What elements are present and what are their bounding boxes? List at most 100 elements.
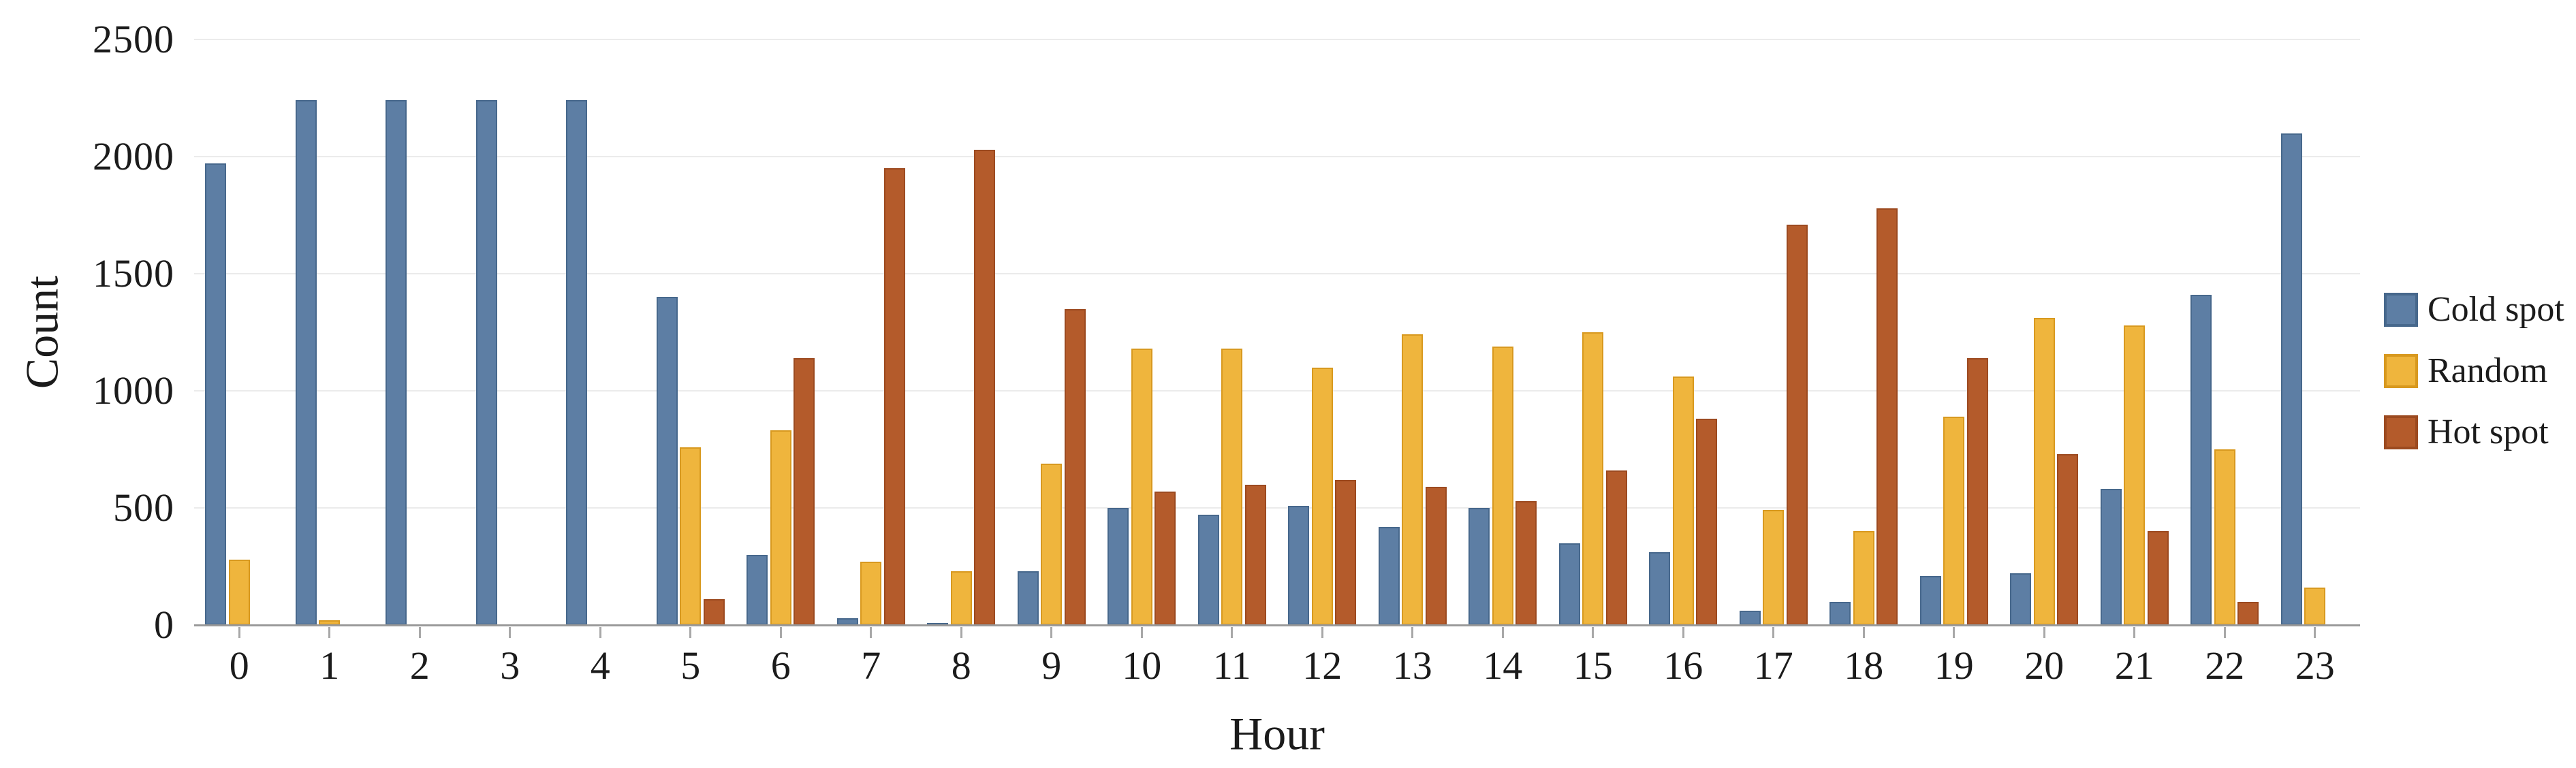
bar-cold-spot-hour-11 — [1197, 515, 1219, 625]
bar-hot-spot-hour-16 — [1696, 419, 1718, 625]
bar-cold-spot-hour-21 — [2100, 489, 2122, 625]
bar-cold-spot-hour-23 — [2280, 133, 2302, 625]
x-tick-3 — [509, 627, 512, 638]
bar-cold-spot-hour-4 — [566, 100, 588, 625]
x-tick-label-0: 0 — [229, 643, 249, 688]
bar-cold-spot-hour-3 — [475, 100, 497, 625]
bar-random-hour-6 — [770, 430, 791, 625]
x-tick-label-12: 12 — [1302, 643, 1342, 688]
x-tick-label-14: 14 — [1483, 643, 1523, 688]
legend-swatch-hot-spot — [2384, 415, 2418, 449]
legend-item-hot-spot: Hot spot — [2384, 413, 2549, 451]
x-tick-label-10: 10 — [1122, 643, 1162, 688]
x-tick-2 — [418, 627, 421, 638]
bar-cold-spot-hour-5 — [656, 297, 678, 625]
x-axis-title: Hour — [1229, 707, 1325, 760]
x-tick-label-23: 23 — [2295, 643, 2335, 688]
bar-hot-spot-hour-6 — [794, 357, 815, 625]
y-tick-label-2500: 2500 — [93, 17, 174, 61]
bar-random-hour-7 — [860, 562, 882, 625]
y-tick-label-2000: 2000 — [93, 134, 174, 178]
bar-random-hour-9 — [1041, 463, 1063, 625]
bar-cold-spot-hour-12 — [1288, 505, 1310, 625]
bar-hot-spot-hour-18 — [1876, 208, 1898, 625]
bar-hot-spot-hour-5 — [703, 599, 725, 625]
bar-cold-spot-hour-16 — [1649, 552, 1671, 625]
bar-random-hour-17 — [1763, 510, 1785, 625]
bar-hot-spot-hour-21 — [2147, 531, 2169, 625]
x-tick-17 — [1772, 627, 1775, 638]
legend-item-cold-spot: Cold spot — [2384, 291, 2564, 329]
x-tick-label-5: 5 — [680, 643, 701, 688]
x-tick-label-20: 20 — [2024, 643, 2064, 688]
x-tick-label-4: 4 — [590, 643, 610, 688]
x-tick-label-18: 18 — [1844, 643, 1884, 688]
bar-random-hour-15 — [1582, 332, 1604, 625]
x-tick-9 — [1050, 627, 1053, 638]
y-axis-title: Count — [16, 275, 68, 389]
bar-random-hour-14 — [1492, 346, 1513, 625]
x-tick-1 — [328, 627, 331, 638]
x-tick-label-9: 9 — [1041, 643, 1062, 688]
x-tick-label-22: 22 — [2205, 643, 2245, 688]
x-tick-20 — [2043, 627, 2045, 638]
bar-cold-spot-hour-10 — [1108, 508, 1129, 625]
x-tick-label-15: 15 — [1573, 643, 1613, 688]
bar-cold-spot-hour-6 — [747, 554, 768, 625]
x-tick-10 — [1140, 627, 1143, 638]
bar-hot-spot-hour-11 — [1244, 484, 1266, 625]
y-tick-label-1500: 1500 — [93, 251, 174, 295]
y-tick-label-1000: 1000 — [93, 368, 174, 413]
x-tick-0 — [238, 627, 240, 638]
bar-random-hour-16 — [1672, 377, 1694, 625]
x-tick-19 — [1953, 627, 1955, 638]
x-tick-label-21: 21 — [2114, 643, 2154, 688]
x-tick-23 — [2314, 627, 2316, 638]
x-tick-4 — [599, 627, 601, 638]
bar-hot-spot-hour-14 — [1515, 500, 1537, 625]
bar-hot-spot-hour-10 — [1155, 491, 1176, 625]
bar-random-hour-18 — [1853, 531, 1874, 625]
gridline-y2000 — [194, 156, 2360, 157]
bar-random-hour-11 — [1221, 349, 1243, 625]
bar-cold-spot-hour-22 — [2190, 294, 2212, 625]
x-tick-18 — [1862, 627, 1865, 638]
bar-cold-spot-hour-14 — [1468, 508, 1490, 625]
bar-random-hour-23 — [2304, 587, 2326, 625]
bar-cold-spot-hour-2 — [386, 100, 407, 625]
x-tick-12 — [1321, 627, 1323, 638]
x-tick-label-7: 7 — [861, 643, 881, 688]
bar-hot-spot-hour-7 — [883, 168, 905, 625]
legend-swatch-random — [2384, 354, 2418, 388]
bar-cold-spot-hour-7 — [836, 618, 858, 625]
bar-cold-spot-hour-0 — [205, 163, 227, 625]
bar-random-hour-13 — [1402, 334, 1424, 625]
bar-hot-spot-hour-17 — [1786, 224, 1808, 625]
bar-cold-spot-hour-1 — [295, 100, 317, 625]
legend-label-random: Random — [2428, 351, 2548, 390]
bar-random-hour-21 — [2124, 325, 2146, 625]
x-tick-5 — [689, 627, 692, 638]
gridline-y2500 — [194, 39, 2360, 40]
x-tick-13 — [1411, 627, 1414, 638]
bar-random-hour-12 — [1311, 367, 1333, 625]
bar-hot-spot-hour-20 — [2057, 453, 2079, 625]
legend-item-random: Random — [2384, 352, 2547, 390]
bar-cold-spot-hour-9 — [1017, 571, 1039, 625]
bar-cold-spot-hour-17 — [1739, 611, 1761, 625]
x-tick-21 — [2133, 627, 2136, 638]
bar-random-hour-8 — [950, 571, 972, 625]
x-tick-16 — [1682, 627, 1684, 638]
x-tick-label-1: 1 — [319, 643, 340, 688]
gridline-y500 — [194, 507, 2360, 509]
x-tick-11 — [1231, 627, 1234, 638]
x-tick-label-13: 13 — [1392, 643, 1432, 688]
x-tick-22 — [2223, 627, 2226, 638]
x-tick-label-16: 16 — [1663, 643, 1703, 688]
x-tick-8 — [960, 627, 962, 638]
y-tick-label-0: 0 — [154, 603, 174, 647]
bar-hot-spot-hour-13 — [1425, 487, 1447, 625]
bar-hot-spot-hour-22 — [2237, 601, 2259, 625]
